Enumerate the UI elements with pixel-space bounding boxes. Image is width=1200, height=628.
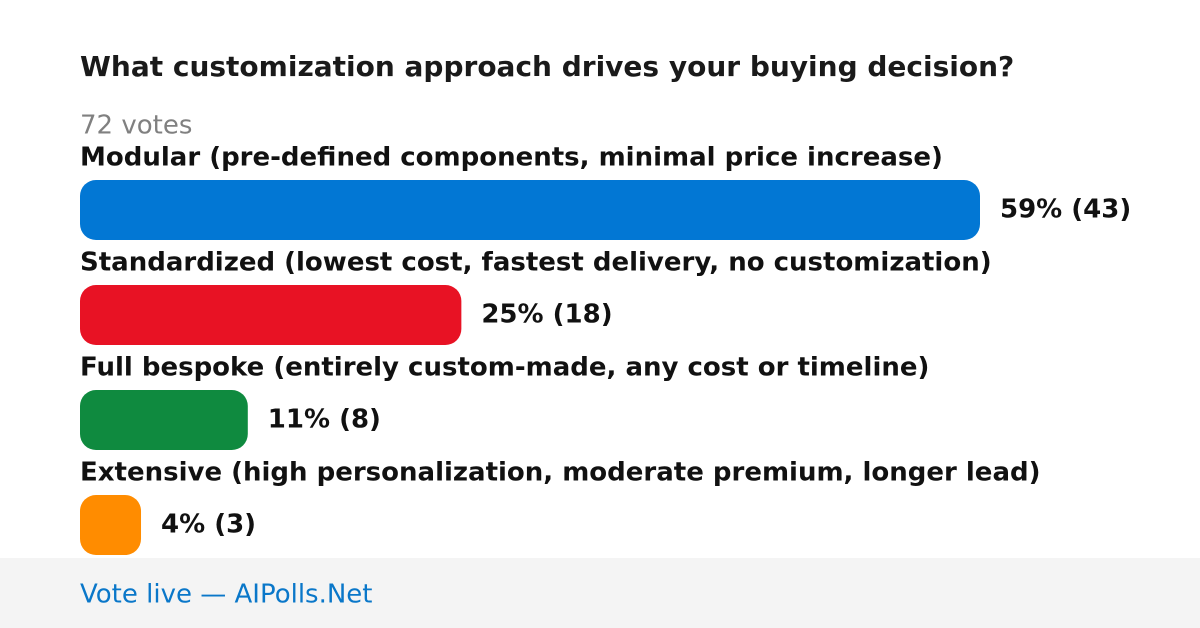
poll-title: What customization approach drives your … <box>80 50 1014 83</box>
bar <box>80 495 142 555</box>
bar <box>80 285 462 345</box>
vote-count: 72 votes <box>80 111 192 141</box>
value-label: 11% (8) <box>268 405 381 435</box>
option-label: Modular (pre-defined components, minimal… <box>80 143 943 173</box>
value-label: 25% (18) <box>481 300 612 330</box>
value-label: 4% (3) <box>161 510 256 540</box>
footer-link[interactable]: Vote live — AIPolls.Net <box>80 580 373 610</box>
option-label: Standardized (lowest cost, fastest deliv… <box>80 248 992 278</box>
bar <box>80 180 980 240</box>
option-label: Extensive (high personalization, moderat… <box>80 458 1040 488</box>
bar <box>80 390 248 450</box>
value-label: 59% (43) <box>1000 195 1131 225</box>
option-label: Full bespoke (entirely custom-made, any … <box>80 353 929 383</box>
footer-band <box>0 558 1200 628</box>
